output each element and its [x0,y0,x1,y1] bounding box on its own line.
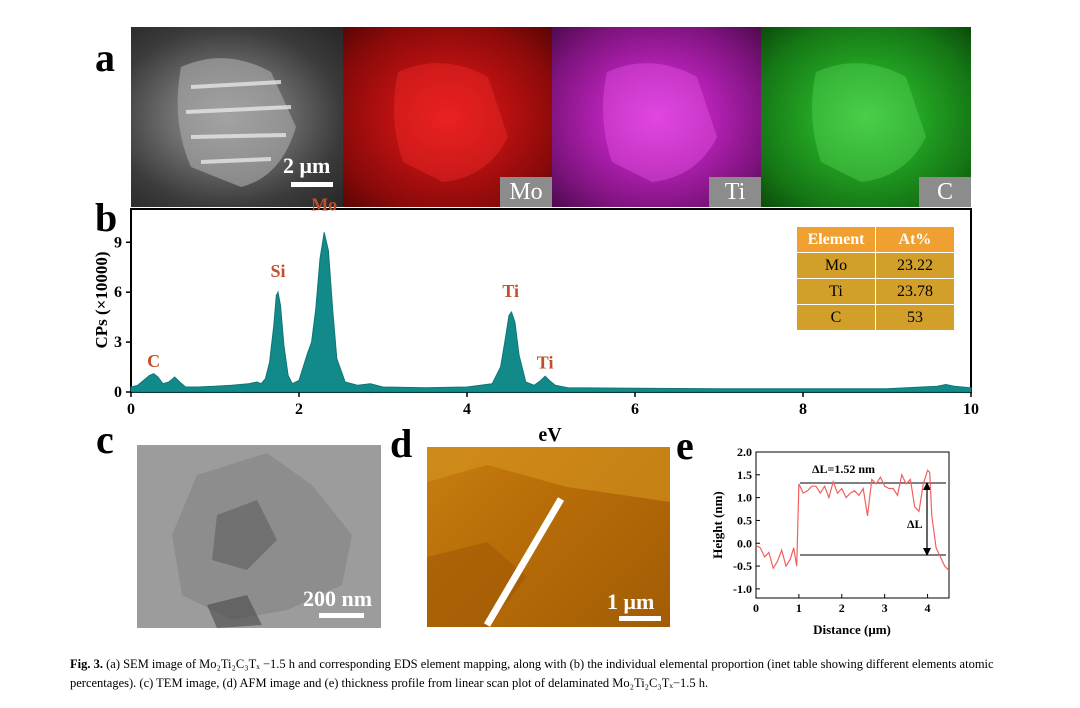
table-cell: 53 [875,304,955,331]
eds-peak-label: Ti [537,353,554,373]
sem-scale-bar [291,182,333,187]
table-cell: Mo [796,252,876,279]
panel-label-c: c [96,417,114,462]
caption-text: (a) SEM image of Mo₂Ti₂C₃Tₓ −1.5 h and c… [70,657,994,690]
tem-flake-shape [172,453,352,628]
eds-xtick-label: 0 [127,401,135,418]
eds-spectrum-area [130,232,972,393]
table-row: Ti 23.78 [796,278,955,305]
profile-ytick-label: 1.0 [737,491,752,505]
c-map: C [761,27,971,207]
profile-annotation: ΔL=1.52 nm [812,462,875,476]
panel-label-b: b [95,195,118,240]
tem-scale-label: 200 nm [303,586,373,611]
profile-ylabel: Height (nm) [710,491,725,559]
profile-ytick-label: 0.5 [737,513,752,527]
tem-image: 200 nm [137,445,381,628]
caption-fig-label: Fig. 3. [70,657,103,671]
eds-xtick-label: 10 [963,401,979,418]
afm-scale-label: 1 μm [607,589,655,614]
mo-map: Mo [343,27,552,207]
panel-label-a: a [95,35,115,80]
eds-ytick-label: 0 [114,384,122,401]
profile-delta-label: ΔL [907,517,923,531]
profile-xtick-label: 2 [839,601,845,615]
afm-scan-line [483,497,565,627]
profile-xtick-label: 4 [925,601,931,615]
eds-peak-label: Ti [502,281,519,301]
figure-caption: Fig. 3. (a) SEM image of Mo₂Ti₂C₃Tₓ −1.5… [70,655,1050,693]
profile-ytick-label: 2.0 [737,445,752,459]
element-table: Element At% Mo 23.22 Ti 23.78 C 53 [796,226,955,331]
profile-ytick-label: -0.5 [733,559,752,573]
sem-image: 2 μm [131,27,343,207]
ti-map: Ti [552,27,761,207]
panel-label-e: e [676,423,694,468]
tem-scale-bar [319,613,364,618]
eds-ylabel: CPs (×10000) [92,251,111,348]
panel-label-d: d [390,421,413,466]
table-header-element: Element [796,226,876,253]
table-cell: C [796,304,876,331]
mo-map-label: Mo [500,177,552,207]
c-map-label: C [919,177,971,207]
table-cell: 23.78 [875,278,955,305]
table-row: Mo 23.22 [796,252,955,279]
eds-ytick-label: 9 [114,234,122,251]
afm-surface [427,447,670,627]
table-cell: Ti [796,278,876,305]
ti-map-label: Ti [709,177,761,207]
table-header-row: Element At% [796,226,955,253]
afm-image: 1 μm [427,447,670,627]
eds-ytick-label: 3 [114,334,122,351]
profile-ytick-label: -1.0 [733,582,752,596]
table-row: C 53 [796,304,955,331]
sem-scale-label: 2 μm [283,153,331,178]
ti-map-texture [603,63,717,182]
profile-xtick-label: 0 [753,601,759,615]
profile-line [755,469,950,572]
table-header-at: At% [875,226,955,253]
profile-xtick-label: 3 [882,601,888,615]
c-map-texture [812,63,926,182]
mo-map-texture [394,63,508,182]
eds-xlabel: eV [538,424,562,446]
afm-scale-bar [619,616,661,621]
eds-ytick-label: 6 [114,284,122,301]
profile-frame [755,451,950,599]
profile-ytick-label: 0.0 [737,536,752,550]
profile-ytick-label: 1.5 [737,468,752,482]
eds-xtick-label: 4 [463,401,471,418]
eds-xtick-label: 2 [295,401,303,418]
profile-xtick-label: 1 [796,601,802,615]
eds-peak-label: Mo [311,195,337,215]
sem-flake-shape [177,58,296,187]
eds-xtick-label: 6 [631,401,639,418]
table-cell: 23.22 [875,252,955,279]
eds-peak-label: Si [270,261,285,281]
profile-xlabel: Distance (μm) [813,622,891,637]
eds-peak-label: C [147,351,160,371]
profile-chart: 0 1 2 3 4 -1.0 -0.5 0.0 0.5 1.0 1.5 2.0 ΔL=1.52 nm… [710,445,950,637]
eds-xtick-label: 8 [799,401,807,418]
